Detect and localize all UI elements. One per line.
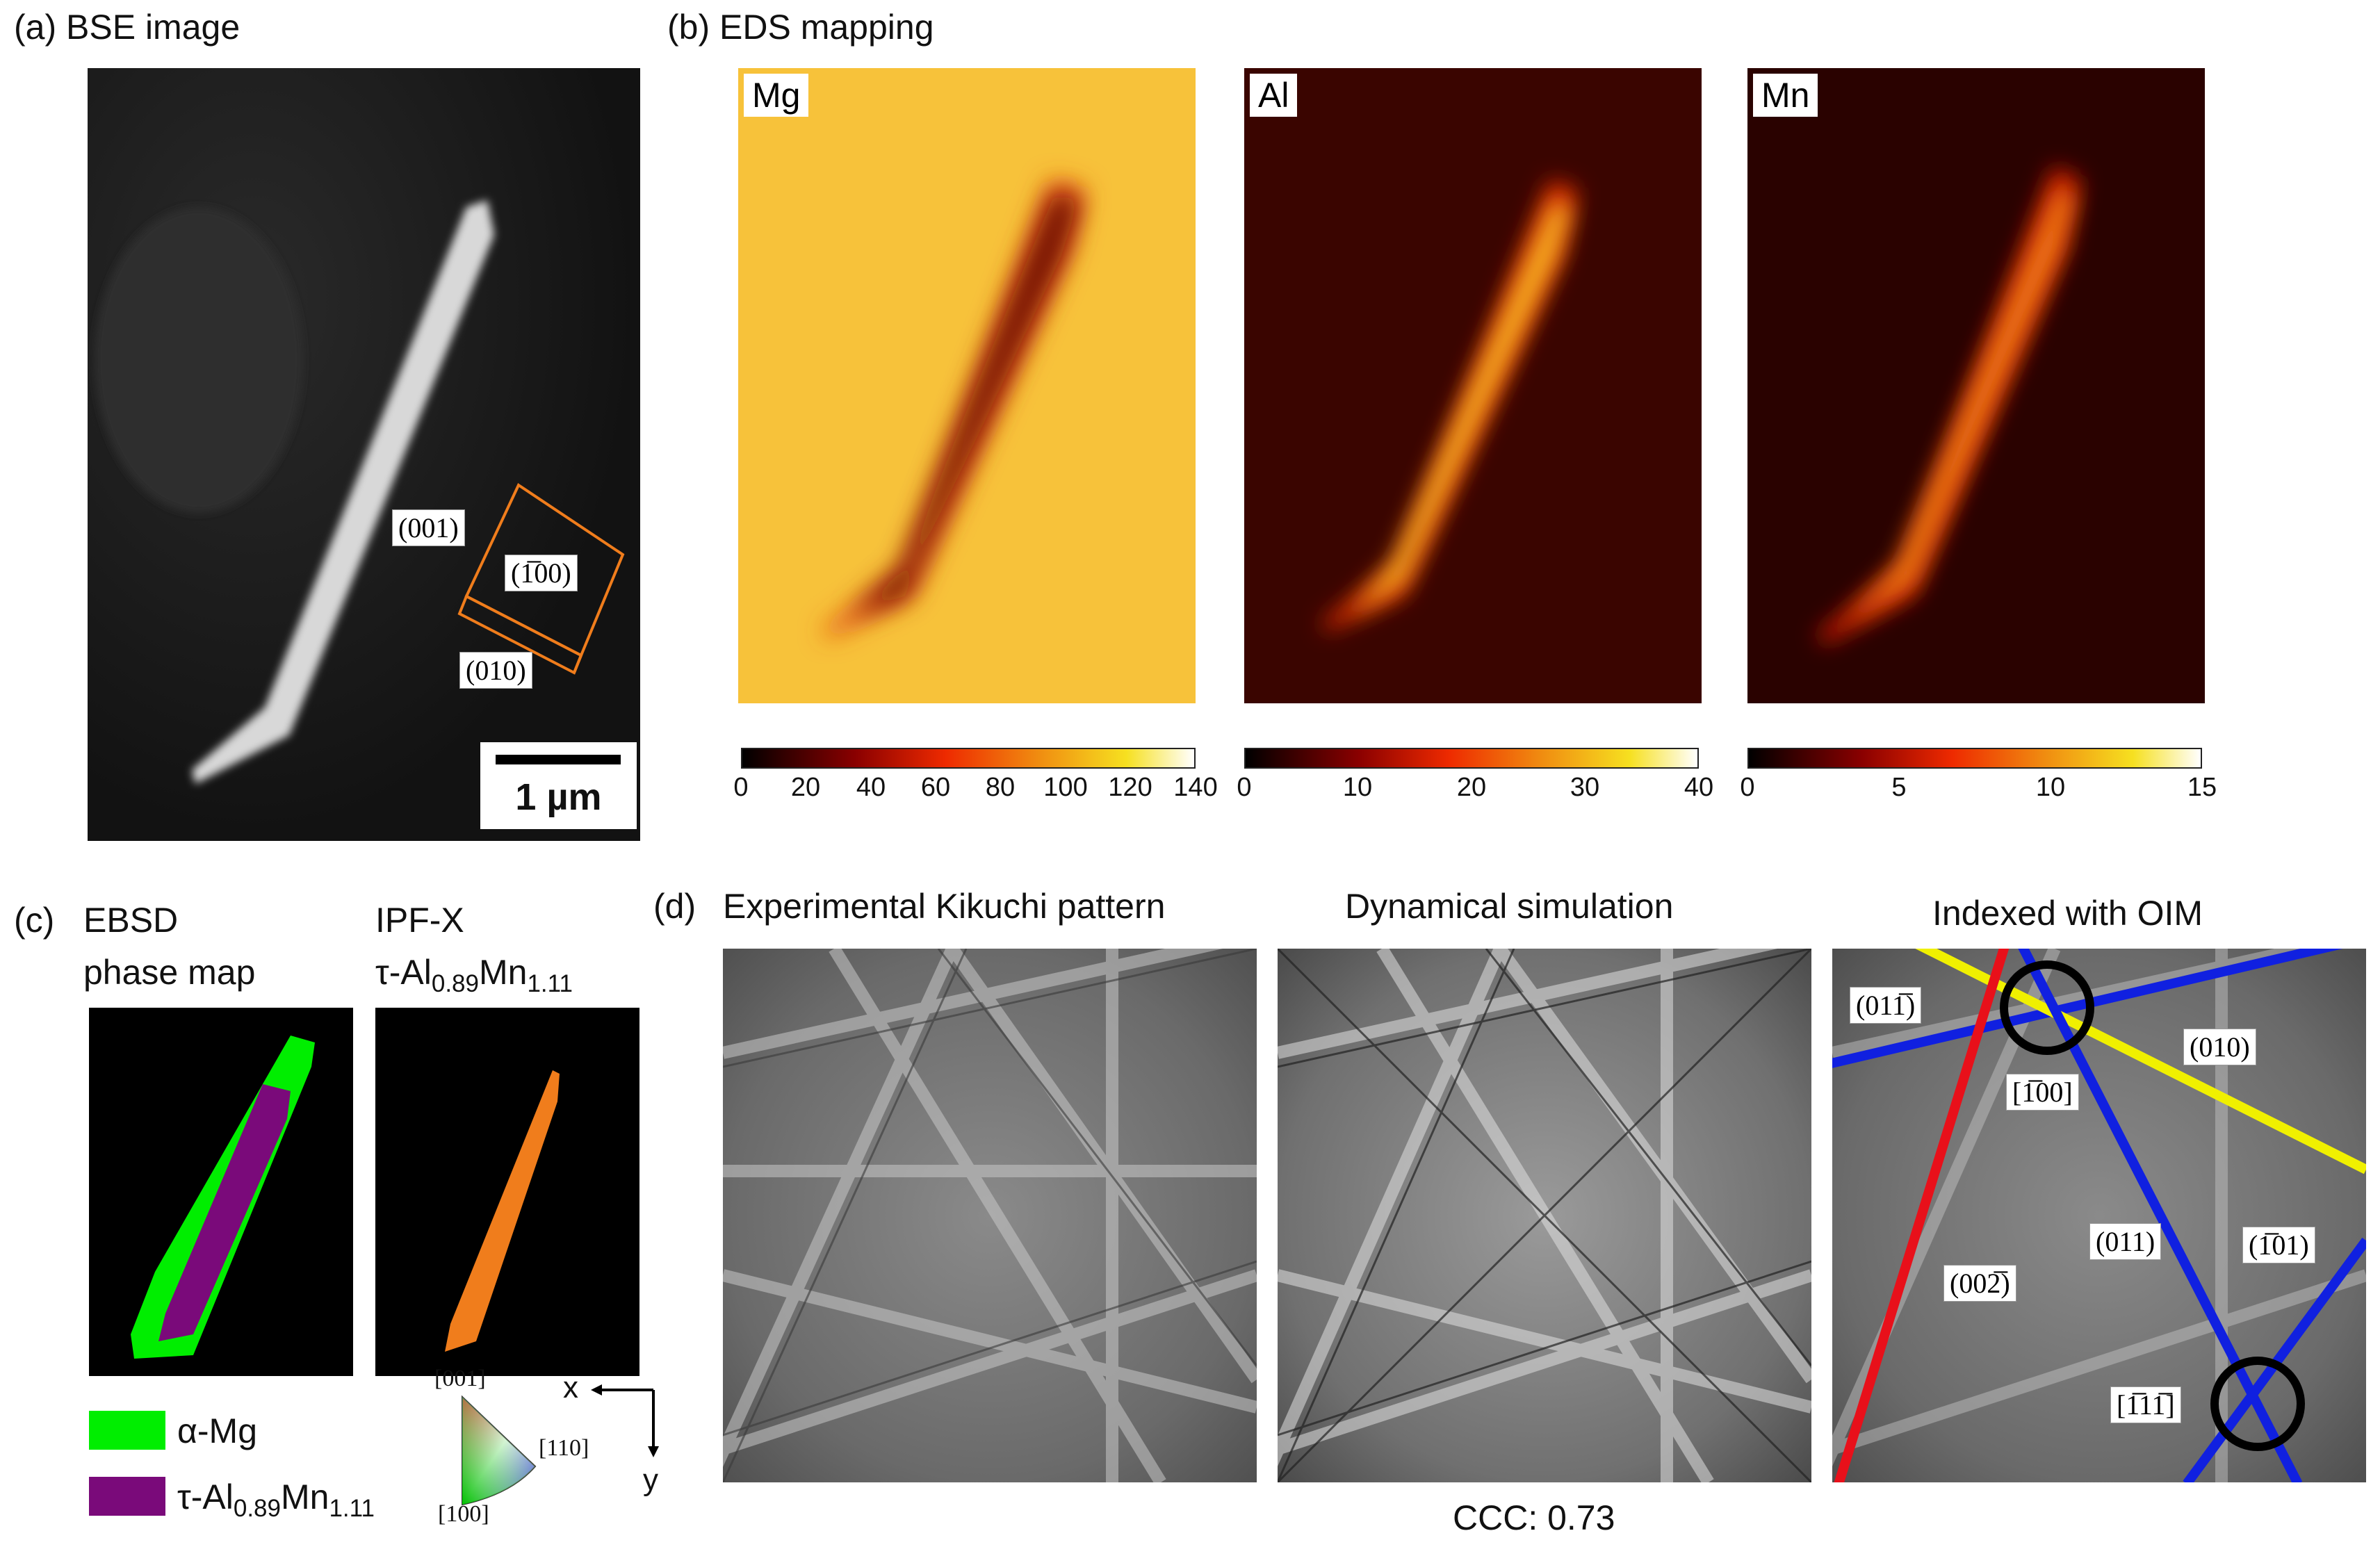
- mg-tick: 20: [790, 773, 821, 802]
- ipf-key-110: [110]: [539, 1435, 589, 1461]
- eds-map-mn: Mn: [1747, 68, 2205, 703]
- mn-tick: 0: [1740, 773, 1755, 802]
- kikuchi-experimental: [723, 949, 1257, 1482]
- eds-map-al: Al: [1244, 68, 1702, 703]
- index-label-011bar: (011̅): [1850, 987, 1922, 1024]
- kikuchi-indexed-title: Indexed with OIM: [1932, 894, 2203, 933]
- plane-label-010: (010): [459, 652, 532, 689]
- colorbar-al: [1244, 748, 1699, 769]
- ipf-title-line1: IPF-X: [375, 901, 464, 940]
- al-tick: 30: [1570, 773, 1600, 802]
- mn-streak-svg: [1747, 68, 2205, 703]
- mg-streak-svg: [738, 68, 1196, 703]
- legend-label-tau: τ-Al0.89Mn1.11: [177, 1478, 375, 1522]
- mg-tick: 80: [985, 773, 1016, 802]
- bse-image: (001) (1̅00) (010) 1 µm: [88, 68, 640, 841]
- tau-phase-region: [158, 1084, 291, 1341]
- mg-tick: 0: [733, 773, 749, 802]
- eds-label-al: Al: [1250, 74, 1298, 117]
- scalebar-line: [496, 755, 621, 764]
- scalebar-box: 1 µm: [480, 742, 637, 829]
- index-label-101bar: (1̅01): [2242, 1227, 2315, 1263]
- panel-a-title: (a) BSE image: [14, 8, 241, 47]
- mg-tick: 140: [1173, 773, 1218, 802]
- index-label-002bar: (002̅): [1943, 1265, 2016, 1302]
- mg-tick: 100: [1043, 773, 1088, 802]
- ipf-map-svg: [445, 1070, 560, 1352]
- bse-particle-svg: [95, 200, 625, 784]
- index-line-blue-011bar: [1832, 949, 2343, 1068]
- al-core: [1348, 200, 1571, 617]
- colorbar-mg: [741, 748, 1196, 769]
- indexed-overlay-svg: [1832, 949, 2366, 1482]
- legend-swatch-tau: [89, 1477, 165, 1516]
- mn-halo: [1817, 165, 2081, 645]
- bse-dark-region: [95, 207, 303, 513]
- legend-label-alpha-mg: α-Mg: [177, 1411, 258, 1450]
- al-tick: 0: [1237, 773, 1252, 802]
- al-streak-svg: [1244, 68, 1702, 703]
- plane-label-001: (001): [392, 509, 465, 546]
- ipf-title-line2: τ-Al0.89Mn1.11: [375, 953, 573, 997]
- kikuchi-indexed: (011̅) (010) [1̅00] (011) (1̅01) (002̅) …: [1832, 949, 2366, 1482]
- zone-axis-circle-100: [2000, 960, 2094, 1055]
- ebsd-title-line2: phase map: [83, 953, 256, 992]
- mg-tick: 40: [856, 773, 886, 802]
- crystal-box: [457, 483, 625, 675]
- index-label-010: (010): [2183, 1029, 2256, 1065]
- zone-axis-circle-111: [2210, 1357, 2305, 1451]
- exp-bands-svg: [723, 949, 1257, 1482]
- al-tick: 40: [1684, 773, 1714, 802]
- eds-label-mg: Mg: [744, 74, 809, 117]
- ccc-value: CCC: 0.73: [1453, 1498, 1615, 1537]
- mn-tick: 5: [1891, 773, 1907, 802]
- axes-arrows: [591, 1384, 659, 1457]
- plane-label-100: (1̅00): [505, 555, 578, 591]
- bse-precipitate: [192, 200, 494, 784]
- al-tick: 20: [1456, 773, 1487, 802]
- panel-c-title: (c): [14, 901, 55, 940]
- index-line-red-002bar: [1834, 949, 2010, 1482]
- mg-tick: 120: [1108, 773, 1152, 802]
- ipf-key-triangle: [462, 1395, 537, 1506]
- ipf-orange-grain: [445, 1070, 560, 1352]
- kikuchi-simulated: [1278, 949, 1811, 1482]
- panel-b-title: (b) EDS mapping: [667, 8, 934, 47]
- axis-y-label: y: [643, 1463, 658, 1497]
- phase-map-svg: [131, 1036, 315, 1359]
- colorbar-mn: [1747, 748, 2202, 769]
- index-label-100bar: [1̅00]: [2006, 1074, 2079, 1111]
- ebsd-title-line1: EBSD: [83, 901, 179, 940]
- index-label-011: (011): [2089, 1223, 2162, 1260]
- panel-d-title: (d): [653, 887, 696, 926]
- scalebar-label: 1 µm: [515, 776, 602, 818]
- mg-depletion-core: [849, 193, 1079, 617]
- al-tick: 10: [1342, 773, 1373, 802]
- index-label-111bar: [1̅11̅]: [2110, 1386, 2181, 1423]
- index-line-yellow-010: [1915, 949, 2366, 1174]
- ipf-key-100: [100]: [438, 1501, 489, 1527]
- axis-x-label: x: [563, 1370, 578, 1405]
- mn-tick: 15: [2187, 773, 2217, 802]
- eds-label-mn: Mn: [1753, 74, 1818, 117]
- mn-core: [1845, 186, 2074, 624]
- sim-bands-svg: [1278, 949, 1811, 1482]
- ipf-key-001: [001]: [434, 1366, 486, 1391]
- kikuchi-exp-title: Experimental Kikuchi pattern: [723, 887, 1166, 926]
- ipf-x-map: [375, 1008, 639, 1376]
- legend-swatch-alpha-mg: [89, 1411, 165, 1450]
- mn-tick: 10: [2035, 773, 2066, 802]
- ebsd-phase-map: [89, 1008, 353, 1376]
- eds-map-mg: Mg: [738, 68, 1196, 703]
- mg-tick: 60: [920, 773, 951, 802]
- kikuchi-sim-title: Dynamical simulation: [1345, 887, 1674, 926]
